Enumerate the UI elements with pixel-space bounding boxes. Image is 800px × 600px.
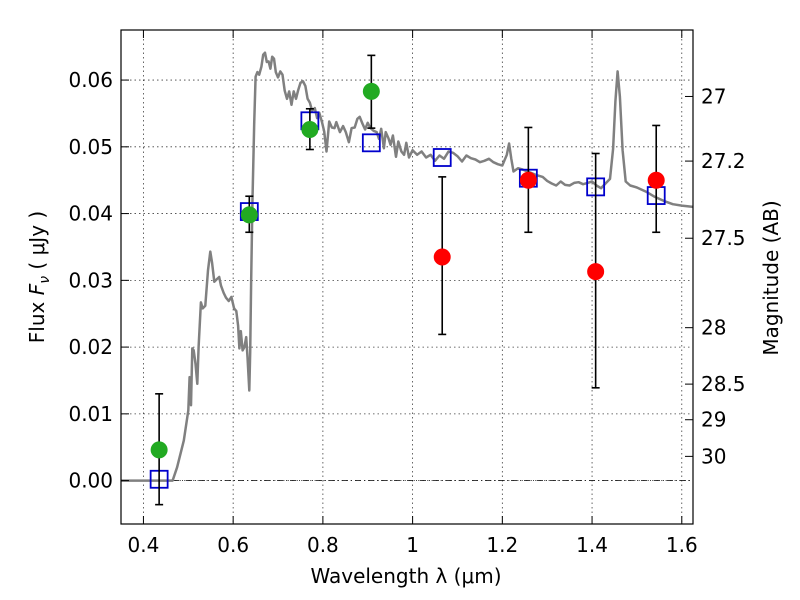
x-tick-label: 0.8 — [307, 533, 339, 557]
x-tick-label: 1.4 — [576, 533, 608, 557]
model-spectrum-line — [121, 51, 694, 482]
y-tick-label: 0.05 — [68, 135, 113, 159]
y-tick-label: 0.01 — [68, 402, 113, 426]
x-tick-label: 0.6 — [217, 533, 249, 557]
right-tick-label: 28.5 — [701, 372, 746, 396]
x-tick-label: 1.2 — [486, 533, 518, 557]
observed-flux-point — [362, 82, 380, 100]
y-axis-label: Flux Fν ( μJy ) — [25, 211, 53, 343]
y-axis-label-symbol: F — [25, 283, 49, 295]
observed-flux-point — [301, 120, 319, 138]
x-tick-label: 1 — [406, 533, 419, 557]
x-tick-label: 0.4 — [128, 533, 160, 557]
axis-ticks: 0.4 0.6 0.8 1 1.2 1.4 1.6 0.00 0.01 0.02 0.03 0.04 0… — [68, 30, 746, 557]
y-tick-label: 0.03 — [68, 268, 113, 292]
y-axis-label-prefix: Flux — [25, 295, 49, 343]
observed-flux-point — [587, 263, 605, 281]
observed-flux-point — [150, 441, 168, 459]
plot-frame — [120, 29, 694, 525]
right-tick-label: 28 — [701, 316, 726, 340]
observed-flux-point — [647, 171, 665, 189]
right-axis-label: Magnitude (AB) — [759, 200, 783, 355]
right-tick-label: 30 — [701, 444, 726, 468]
y-tick-label: 0.06 — [68, 68, 113, 92]
right-tick-label: 27.5 — [701, 226, 746, 250]
observed-flux-point — [433, 248, 451, 266]
x-tick-label: 1.6 — [666, 533, 698, 557]
y-axis-label-subscript: ν — [37, 276, 53, 284]
observed-flux-point — [519, 171, 537, 189]
x-axis-label: Wavelength λ (μm) — [310, 564, 501, 588]
right-tick-label: 27.2 — [701, 149, 746, 173]
right-tick-label: 27 — [701, 84, 726, 108]
y-tick-label: 0.04 — [68, 202, 113, 226]
right-tick-label: 29 — [701, 408, 726, 432]
model-flux-square — [432, 148, 452, 167]
data-markers — [149, 54, 666, 506]
model-flux-square — [361, 133, 381, 153]
y-tick-label: 0.00 — [68, 469, 113, 493]
y-tick-label: 0.02 — [68, 335, 113, 359]
observed-flux-point — [240, 206, 258, 224]
y-axis-label-unit: ( μJy ) — [25, 211, 49, 276]
